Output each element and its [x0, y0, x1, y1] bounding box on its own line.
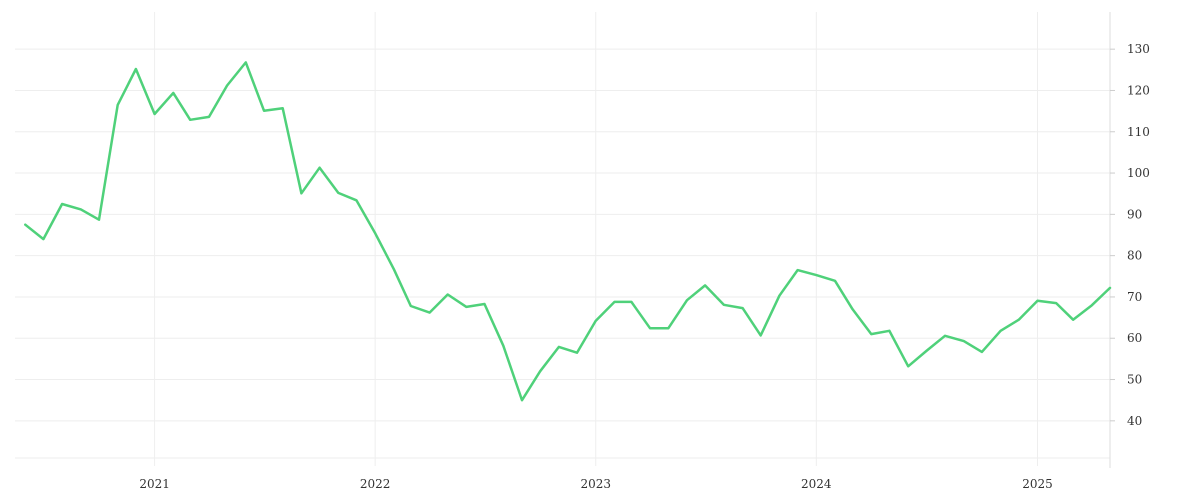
y-axis-ticks: 40 50 60 70 80 90 100 110 120 130 — [1110, 42, 1150, 428]
y-tick-label: 70 — [1127, 290, 1142, 304]
data-point — [207, 115, 211, 119]
data-point — [520, 398, 524, 402]
data-point — [483, 302, 487, 306]
data-point — [557, 345, 561, 349]
data-point — [41, 237, 45, 241]
x-tick-label: 2022 — [360, 477, 391, 491]
data-point — [613, 300, 617, 304]
data-point — [171, 91, 175, 95]
data-point — [392, 267, 396, 271]
y-tick-label: 40 — [1127, 414, 1142, 428]
data-point — [685, 298, 689, 302]
data-point — [943, 334, 947, 338]
data-point — [373, 231, 377, 235]
data-point — [134, 67, 138, 71]
y-tick-label: 50 — [1127, 373, 1142, 387]
data-point — [869, 332, 873, 336]
data-point — [336, 191, 340, 195]
y-tick-label: 120 — [1127, 83, 1150, 97]
data-point — [354, 198, 358, 202]
data-point — [409, 304, 413, 308]
data-point — [188, 118, 192, 122]
data-point — [814, 273, 818, 277]
data-point — [887, 329, 891, 333]
data-point — [999, 329, 1003, 333]
data-point — [796, 268, 800, 272]
grid — [15, 12, 1110, 466]
x-tick-label: 2021 — [139, 477, 170, 491]
data-point — [906, 364, 910, 368]
data-point — [1054, 301, 1058, 305]
data-point — [262, 109, 266, 113]
y-tick-label: 110 — [1127, 125, 1150, 139]
data-point — [501, 344, 505, 348]
data-point — [318, 166, 322, 170]
data-point — [225, 84, 229, 88]
data-point — [428, 311, 432, 315]
data-point — [281, 106, 285, 110]
y-tick-label: 90 — [1127, 207, 1142, 221]
data-point — [97, 218, 101, 222]
data-point — [1036, 299, 1040, 303]
data-point — [851, 307, 855, 311]
data-point — [962, 339, 966, 343]
data-point — [648, 326, 652, 330]
data-point — [1108, 286, 1112, 290]
data-point — [759, 333, 763, 337]
data-point — [60, 202, 64, 206]
series-layer — [23, 60, 1112, 402]
data-point — [1090, 303, 1094, 307]
data-point — [777, 294, 781, 298]
data-point — [1017, 318, 1021, 322]
data-point — [244, 60, 248, 64]
y-tick-label: 100 — [1127, 166, 1150, 180]
data-point — [666, 326, 670, 330]
data-point — [629, 300, 633, 304]
data-point — [703, 283, 707, 287]
data-point — [833, 279, 837, 283]
data-point — [299, 191, 303, 195]
data-point — [446, 293, 450, 297]
y-tick-label: 60 — [1127, 331, 1142, 345]
data-point — [23, 223, 27, 227]
data-point — [538, 369, 542, 373]
data-point — [116, 103, 120, 107]
y-tick-label: 130 — [1127, 42, 1150, 56]
data-point — [1071, 318, 1075, 322]
x-axis-ticks: 2021 2022 2023 2024 2025 — [139, 477, 1052, 491]
x-tick-label: 2023 — [580, 477, 611, 491]
x-tick-label: 2025 — [1022, 477, 1053, 491]
series-line — [24, 61, 1112, 402]
data-point — [722, 303, 726, 307]
data-point — [464, 305, 468, 309]
data-point — [575, 351, 579, 355]
y-tick-label: 80 — [1127, 249, 1142, 263]
data-point — [79, 207, 83, 211]
data-point — [924, 349, 928, 353]
x-tick-label: 2024 — [801, 477, 832, 491]
data-point — [594, 319, 598, 323]
data-point — [980, 350, 984, 354]
data-point — [741, 306, 745, 310]
data-point — [153, 112, 157, 116]
